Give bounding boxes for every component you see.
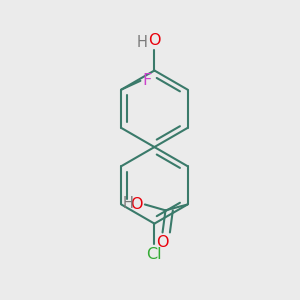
Text: O: O — [130, 197, 142, 212]
Text: H: H — [123, 196, 134, 211]
Text: H: H — [136, 35, 147, 50]
Text: Cl: Cl — [147, 247, 162, 262]
Text: O: O — [148, 33, 161, 48]
Text: F: F — [143, 73, 152, 88]
Text: O: O — [156, 235, 169, 250]
